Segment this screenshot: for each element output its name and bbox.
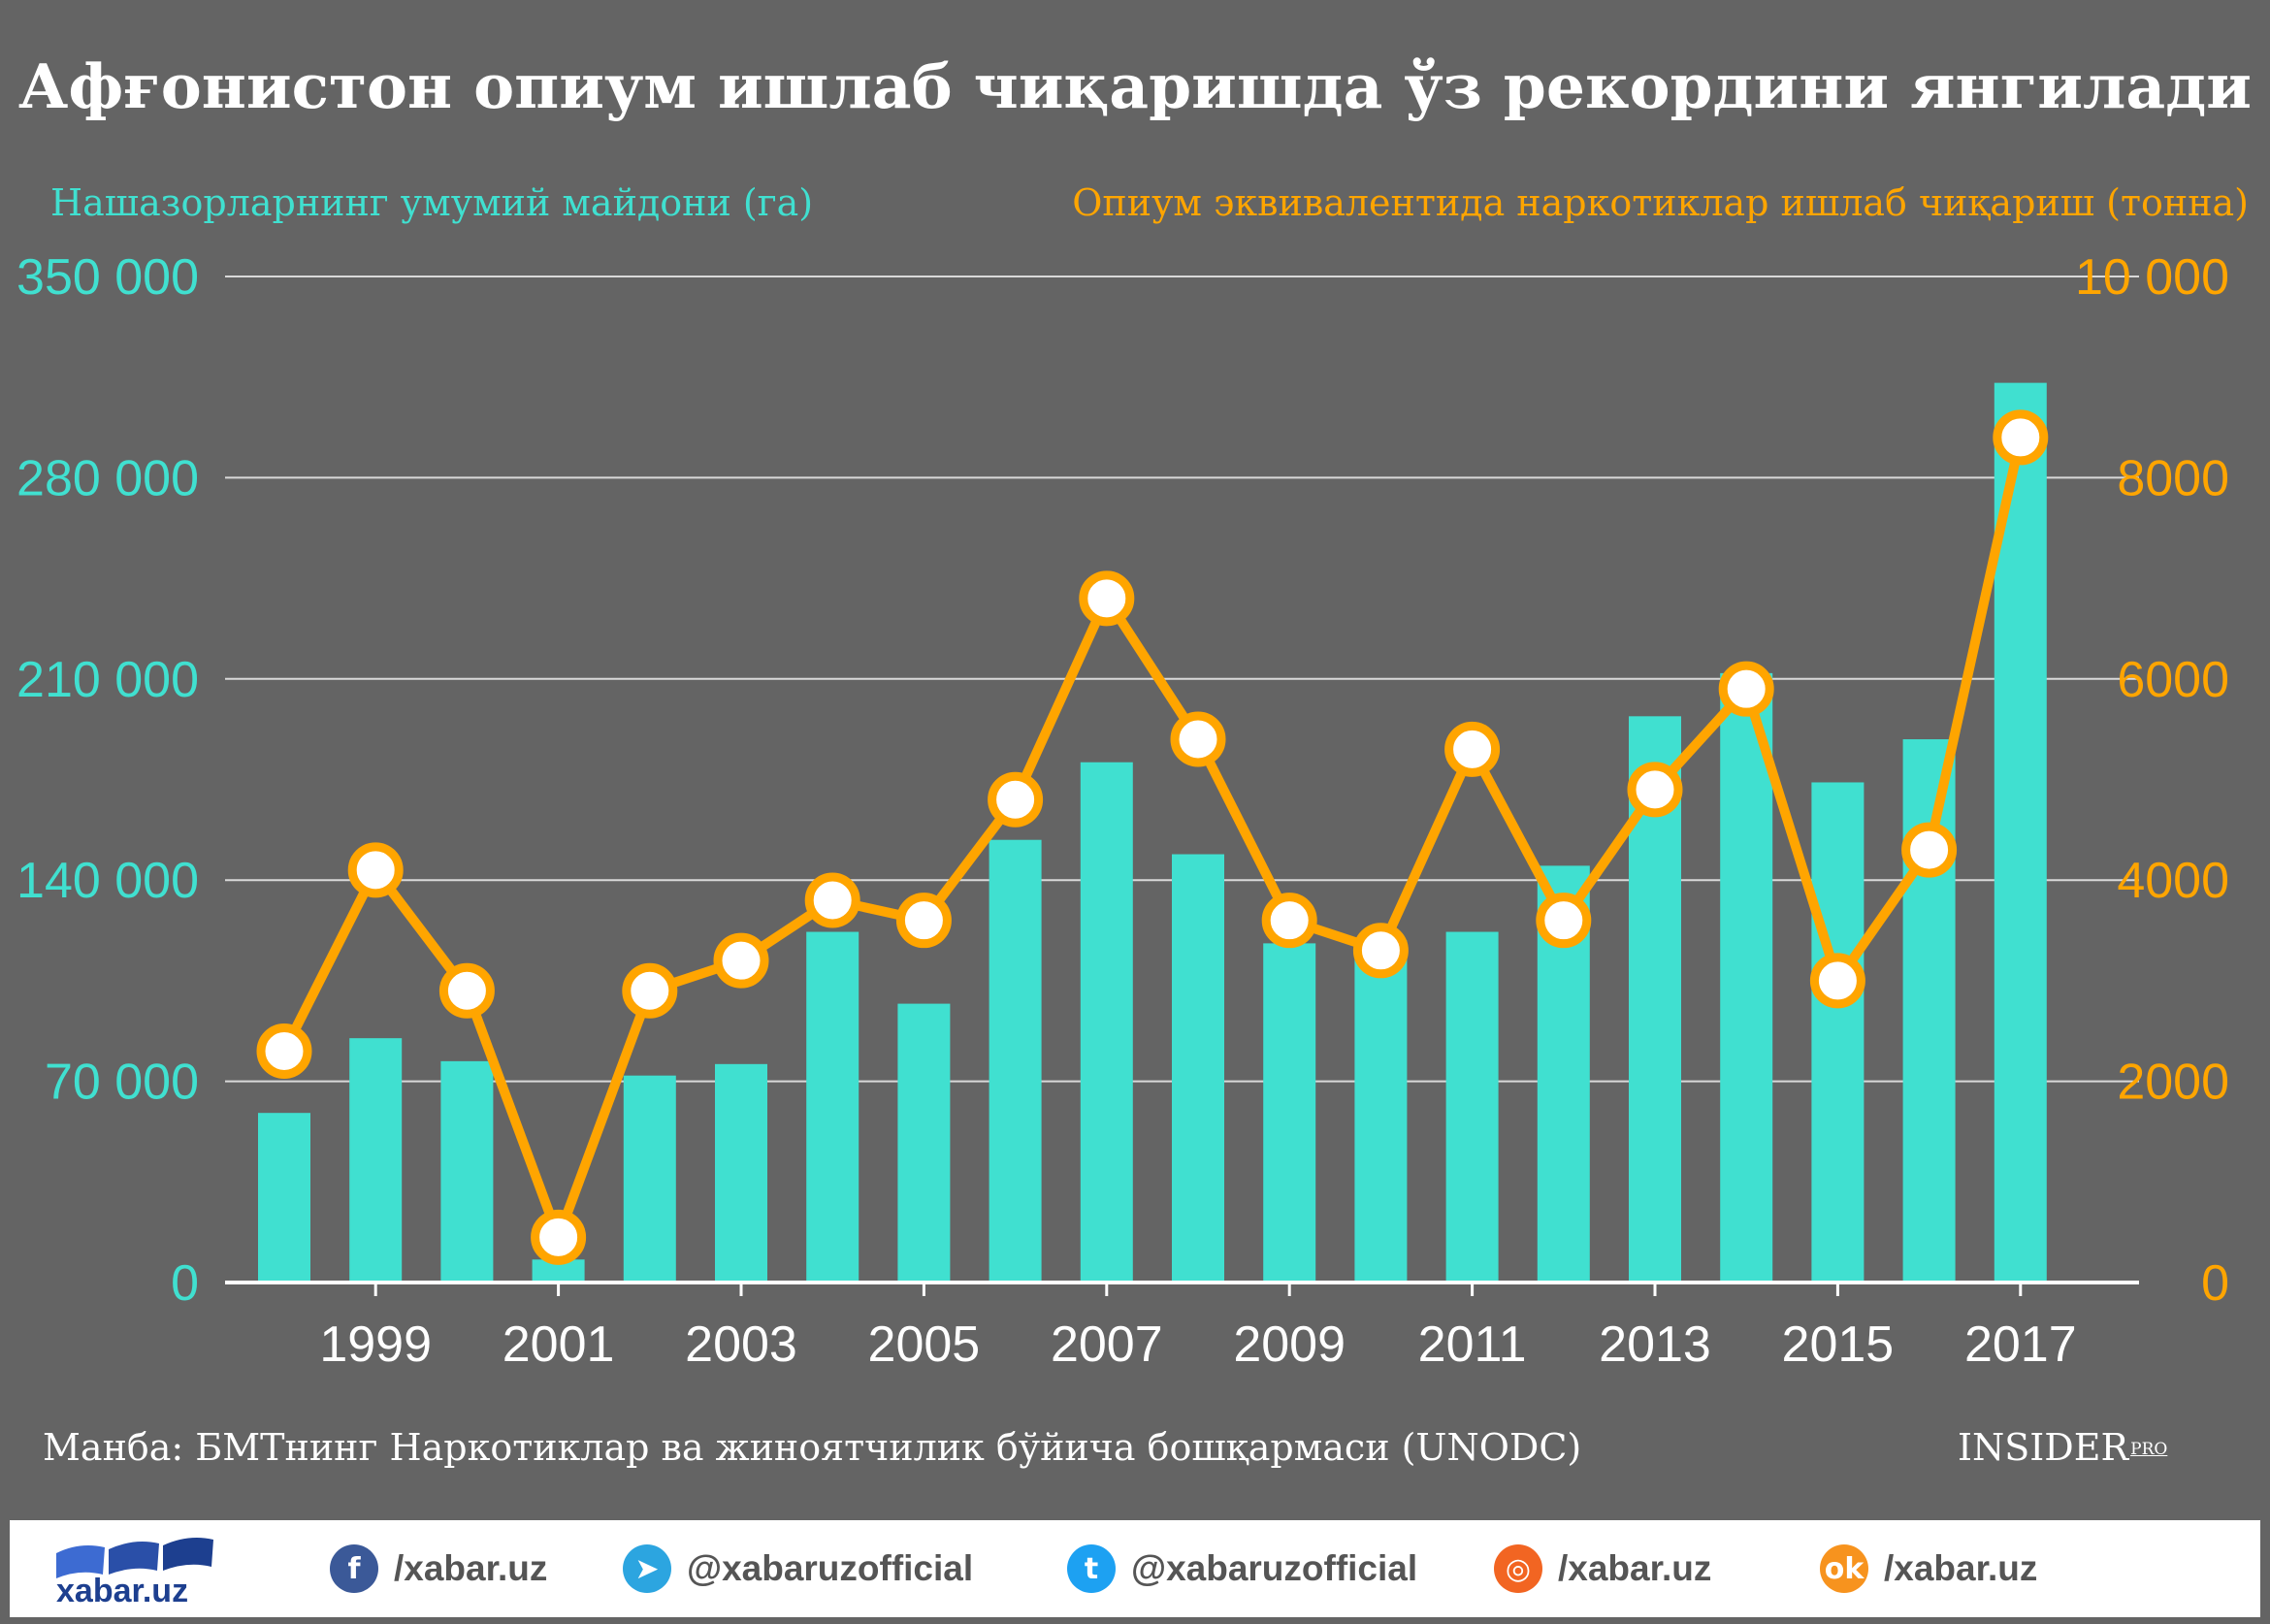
line-point — [1170, 711, 1226, 767]
line-point — [1261, 893, 1317, 949]
axis-layer: 350 000 10 000 280 000 8000 210 000 6000 140 0… — [16, 249, 2229, 1373]
social-link[interactable]: t @xabaruzofficial — [1067, 1544, 1417, 1593]
social-link[interactable]: f/xabar.uz — [330, 1544, 547, 1593]
bar — [258, 1113, 310, 1283]
line-point — [1352, 923, 1409, 979]
y-right-tick-label: 10 000 — [2075, 249, 2229, 306]
twitter-icon: t — [1067, 1544, 1116, 1593]
x-tick-label: 2003 — [685, 1316, 797, 1373]
bar — [989, 839, 1042, 1283]
line-point — [713, 932, 769, 989]
line-point — [1536, 893, 1592, 949]
y-left-tick-label: 210 000 — [16, 652, 199, 708]
line-point — [1809, 953, 1865, 1009]
x-tick-label: 2011 — [1418, 1316, 1527, 1373]
line-point — [804, 872, 860, 928]
y-left-tick-label: 140 000 — [16, 853, 199, 909]
line-point — [1627, 762, 1683, 818]
line-point — [622, 962, 678, 1019]
x-tick-label: 2009 — [1233, 1316, 1346, 1373]
line-layer — [256, 409, 2049, 1265]
right-axis-title: Опиум эквивалентида наркотиклар ишлаб чи… — [1072, 181, 2249, 224]
line-point — [347, 842, 404, 898]
social-link-label: @xabaruzofficial — [687, 1548, 974, 1588]
social-link[interactable]: ◎ /xabar.uz — [1494, 1544, 1711, 1593]
x-tick-label: 2007 — [1051, 1316, 1163, 1373]
line-point — [895, 893, 952, 949]
y-right-tick-label: 4000 — [2117, 853, 2229, 909]
brand-name: INSIDER — [1958, 1426, 2129, 1469]
line-point — [438, 962, 495, 1019]
line-point — [1444, 721, 1501, 777]
bar — [1445, 931, 1499, 1283]
line-point — [988, 771, 1044, 828]
bar — [623, 1075, 676, 1283]
bar — [1080, 762, 1133, 1283]
facebook-icon: f — [330, 1544, 378, 1593]
bar — [806, 931, 859, 1283]
y-right-tick-label: 6000 — [2117, 652, 2229, 708]
bar — [1811, 782, 1865, 1283]
xabar-logo-icon[interactable] — [49, 1536, 223, 1613]
line-point — [1718, 661, 1774, 717]
social-link-label: /xabar.uz — [1884, 1548, 2038, 1588]
x-tick-label: 2005 — [868, 1316, 981, 1373]
line-point — [1901, 822, 1958, 878]
footer-bar: xabar.uz f/xabar.uz ➤ @xabaruzofficial t @xa… — [10, 1520, 2260, 1617]
social-link-label: /xabar.uz — [1558, 1548, 1712, 1588]
source-note: Манба: БМТнинг Наркотиклар ва жиноятчили… — [43, 1426, 1582, 1469]
bar — [440, 1060, 494, 1283]
x-tick-label: 2013 — [1599, 1316, 1711, 1373]
y-right-tick-label: 8000 — [2117, 450, 2229, 506]
line-point — [256, 1023, 312, 1079]
line-point — [531, 1209, 587, 1265]
line-point — [1079, 570, 1135, 627]
x-tick-label: 2015 — [1782, 1316, 1895, 1373]
y-left-tick-label: 70 000 — [45, 1055, 199, 1111]
telegram-icon: ➤ — [623, 1544, 671, 1593]
x-tick-label: 1999 — [319, 1316, 432, 1373]
y-right-tick-label: 2000 — [2117, 1055, 2229, 1111]
x-tick-label: 2017 — [1964, 1316, 2077, 1373]
bar — [1172, 854, 1224, 1283]
bar — [1263, 943, 1316, 1283]
logo-text[interactable]: xabar.uz — [56, 1573, 189, 1609]
bar — [349, 1038, 403, 1283]
social-link-label: /xabar.uz — [394, 1548, 548, 1588]
bars-layer — [258, 382, 2047, 1283]
page-title: Афғонистон опиум ишлаб чиқаришда ўз реко… — [18, 50, 2252, 122]
y-left-tick-label: 350 000 — [16, 249, 199, 306]
bar — [897, 1003, 951, 1283]
left-axis-title: Нашазорларнинг умумий майдони (га) — [50, 181, 813, 224]
social-link[interactable]: ok/xabar.uz — [1820, 1544, 2037, 1593]
social-link[interactable]: ➤ @xabaruzofficial — [623, 1544, 973, 1593]
x-tick-label: 2001 — [503, 1316, 615, 1373]
bar — [1354, 940, 1408, 1283]
y-left-tick-label: 280 000 — [16, 450, 199, 506]
bar — [532, 1259, 585, 1283]
social-link-label: @xabaruzofficial — [1131, 1548, 1418, 1588]
brand-insider: INSIDER PRO — [1958, 1426, 2167, 1469]
y-left-tick-label: 0 — [171, 1255, 199, 1312]
bar — [1902, 739, 1956, 1283]
line-point — [1993, 409, 2049, 466]
bar — [715, 1063, 767, 1283]
instagram-icon: ◎ — [1494, 1544, 1542, 1593]
bar — [1720, 672, 1773, 1283]
chart: 350 000 10 000 280 000 8000 210 000 6000 140 0… — [16, 181, 2249, 1373]
y-right-tick-label: 0 — [2201, 1255, 2229, 1312]
brand-suffix: PRO — [2130, 1440, 2168, 1459]
odnoklassniki-icon: ok — [1820, 1544, 1868, 1593]
